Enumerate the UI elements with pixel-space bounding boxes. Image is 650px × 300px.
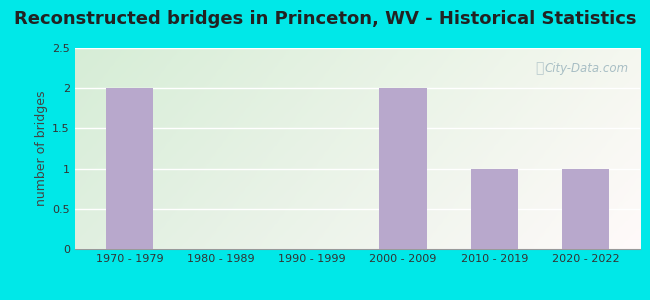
Y-axis label: number of bridges: number of bridges bbox=[35, 91, 48, 206]
Text: ⦿: ⦿ bbox=[536, 61, 544, 75]
Text: Reconstructed bridges in Princeton, WV - Historical Statistics: Reconstructed bridges in Princeton, WV -… bbox=[14, 11, 636, 28]
Bar bbox=[106, 88, 153, 249]
Bar bbox=[380, 88, 427, 249]
Bar bbox=[471, 169, 518, 249]
Text: City-Data.com: City-Data.com bbox=[545, 62, 629, 75]
Bar bbox=[562, 169, 609, 249]
